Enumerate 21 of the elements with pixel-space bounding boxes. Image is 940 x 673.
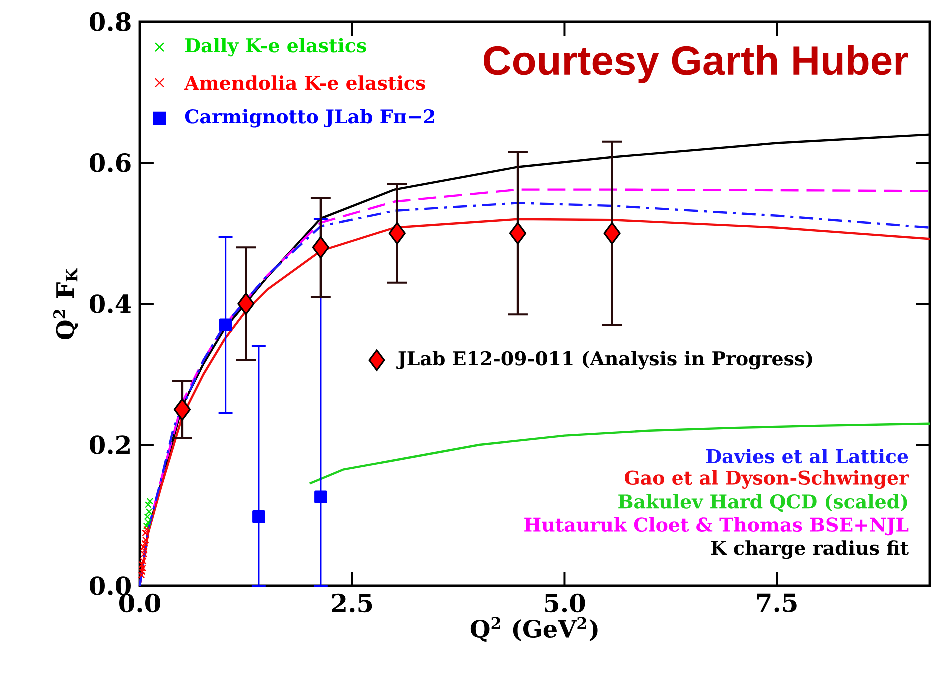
x-tick-label: 0.0 xyxy=(119,594,160,613)
x-tick-label: 5.0 xyxy=(545,594,586,613)
x-axis-title: Q$^{2}$ (GeV$^{2}$) xyxy=(470,617,598,642)
y-axis-title: Q$^{2}$ F$_{K}$ xyxy=(54,268,78,340)
text: K charge radius fit xyxy=(711,540,909,560)
y-tick-label: 0.4 xyxy=(90,294,132,314)
legend-label: Dally K-e elastics xyxy=(186,38,366,57)
y-tick-label: 0.6 xyxy=(90,154,131,172)
annotation: Courtesy Garth Huber xyxy=(484,45,908,84)
text: Bakulev Hard QCD (scaled) xyxy=(618,494,908,512)
y-tick-label: 0.2 xyxy=(90,436,130,454)
text: Gao et al Dyson-Schwinger xyxy=(624,470,910,489)
text: Davies et al Lattice xyxy=(706,448,908,464)
text: Hutauruk Cloet & Thomas BSE+NJL xyxy=(524,517,909,536)
y-tick-label: 0.8 xyxy=(90,12,131,32)
x-tick-label: 2.5 xyxy=(332,594,372,613)
legend-label: JLab E12-09-011 (Analysis in Progress) xyxy=(396,351,812,370)
x-tick-label: 7.5 xyxy=(757,594,797,612)
y-tick-label: 0.0 xyxy=(90,576,131,596)
legend-label: Carmignotto JLab Fπ−2 xyxy=(185,109,434,128)
legend-label: Amendolia K-e elastics xyxy=(184,76,426,90)
